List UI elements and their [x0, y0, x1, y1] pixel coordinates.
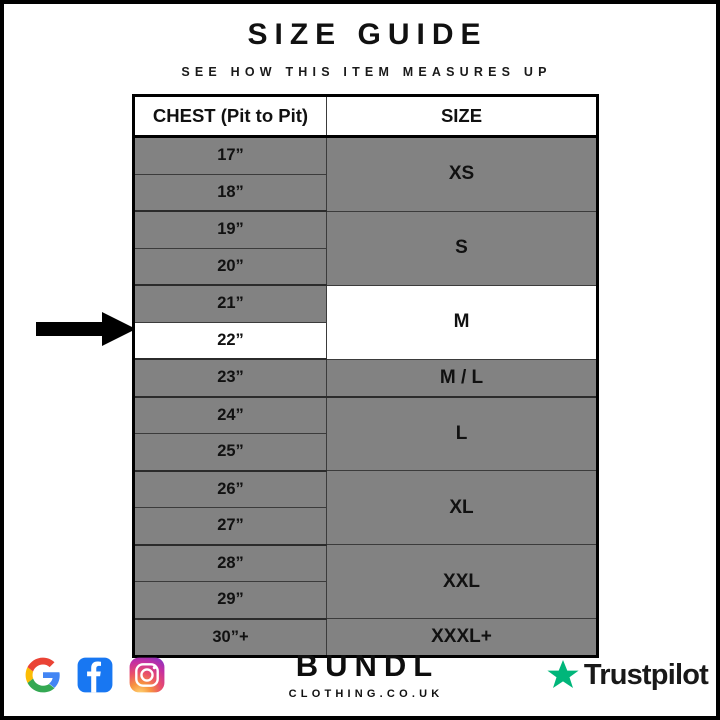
measurement-cell: 17”: [133, 136, 327, 175]
table-row: 25”: [133, 433, 598, 472]
social-icons: [24, 656, 166, 694]
measurement-cell: 23”: [133, 358, 327, 398]
star-icon: [546, 658, 580, 692]
brand-domain: CLOTHING.CO.UK: [288, 688, 444, 700]
trustpilot-wordmark: Trustpilot: [583, 658, 709, 691]
measurement-cell: 29”: [133, 581, 327, 620]
table-row: 18”: [133, 173, 598, 212]
table-row: 29”: [133, 581, 598, 620]
page-header: SIZE GUIDE SEE HOW THIS ITEM MEASURES UP: [4, 18, 716, 79]
selected-size-arrow: [36, 312, 136, 346]
table-row: 28” XXL: [133, 544, 598, 619]
table-row: 19” S: [133, 210, 598, 286]
table-row: 26” XL: [133, 470, 598, 545]
measurement-cell: 30”+: [133, 618, 327, 658]
size-cell: S: [326, 210, 598, 286]
table-row: 17” XS: [133, 136, 598, 212]
table-row: 23” M / L: [133, 358, 598, 398]
brand-name: BUNDL: [295, 648, 440, 683]
size-cell: M / L: [326, 358, 598, 398]
column-header-chest: CHEST (Pit to Pit): [133, 95, 327, 138]
facebook-icon[interactable]: [76, 656, 114, 694]
measurement-cell: 22”: [133, 321, 327, 360]
table-row: 30”+ XXXL+: [133, 618, 598, 658]
size-table-head: CHEST (Pit to Pit) SIZE: [133, 95, 598, 138]
measurement-cell: 18”: [133, 173, 327, 212]
measurement-cell: 20”: [133, 247, 327, 286]
size-cell: XXL: [326, 544, 598, 619]
table-header-row: CHEST (Pit to Pit) SIZE: [133, 95, 598, 138]
page-subtitle: SEE HOW THIS ITEM MEASURES UP: [181, 64, 552, 79]
table-row: 20”: [133, 247, 598, 286]
trustpilot-logo[interactable]: Trustpilot: [546, 658, 709, 692]
measurement-cell: 26”: [133, 470, 327, 508]
instagram-icon[interactable]: [128, 656, 166, 694]
measurement-cell: 21”: [133, 284, 327, 323]
table-row: 27”: [133, 507, 598, 546]
size-cell: XL: [326, 470, 598, 545]
table-row: 24” L: [133, 396, 598, 471]
measurement-cell: 24”: [133, 396, 327, 434]
page-title: SIZE GUIDE: [247, 18, 488, 51]
brand-logo: BUNDL CLOTHING.CO.UK: [4, 648, 716, 700]
measurement-cell: 19”: [133, 210, 327, 249]
size-cell: L: [326, 396, 598, 471]
size-cell: XS: [326, 136, 598, 212]
table-row: 22”: [133, 321, 598, 360]
measurement-cell: 25”: [133, 433, 327, 472]
page-footer: BUNDL CLOTHING.CO.UK Trustpilot: [4, 642, 716, 716]
size-cell: M: [326, 284, 598, 360]
measurement-cell: 27”: [133, 507, 327, 546]
size-table-wrapper: CHEST (Pit to Pit) SIZE 17” XS 18” 19” S 20” 2…: [132, 94, 599, 658]
size-table: CHEST (Pit to Pit) SIZE 17” XS 18” 19” S 20” 2…: [132, 94, 599, 658]
size-table-body: 17” XS 18” 19” S 20” 21” M 22” 23” M / L 24” L 25” 26”…: [133, 136, 598, 658]
size-cell: XXXL+: [326, 618, 598, 658]
measurement-cell: 28”: [133, 544, 327, 582]
table-row: 21” M: [133, 284, 598, 360]
column-header-size: SIZE: [326, 95, 598, 138]
google-icon[interactable]: [24, 656, 62, 694]
